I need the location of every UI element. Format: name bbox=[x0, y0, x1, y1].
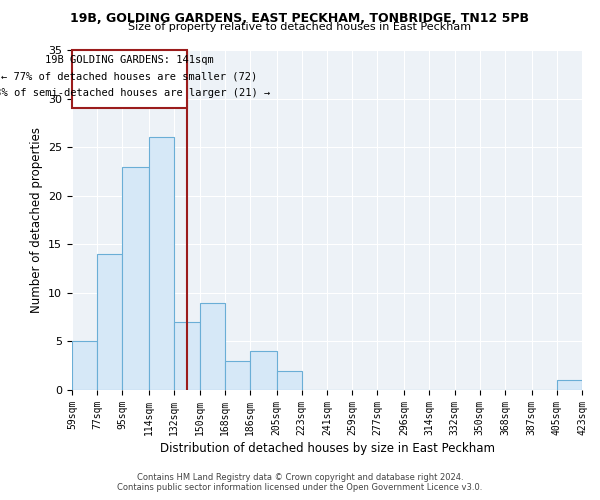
Bar bbox=[250, 351, 277, 390]
Bar bbox=[72, 342, 97, 390]
Bar bbox=[97, 254, 122, 390]
Text: Contains HM Land Registry data © Crown copyright and database right 2024.
Contai: Contains HM Land Registry data © Crown c… bbox=[118, 473, 482, 492]
Bar bbox=[199, 302, 225, 390]
Text: 23% of semi-detached houses are larger (21) →: 23% of semi-detached houses are larger (… bbox=[0, 88, 270, 98]
Bar bbox=[149, 138, 174, 390]
Bar bbox=[225, 361, 250, 390]
Text: Size of property relative to detached houses in East Peckham: Size of property relative to detached ho… bbox=[128, 22, 472, 32]
Bar bbox=[557, 380, 582, 390]
Bar bbox=[277, 370, 302, 390]
Bar bbox=[174, 322, 200, 390]
X-axis label: Distribution of detached houses by size in East Peckham: Distribution of detached houses by size … bbox=[160, 442, 494, 455]
Text: 19B GOLDING GARDENS: 141sqm: 19B GOLDING GARDENS: 141sqm bbox=[45, 55, 214, 65]
Bar bbox=[122, 166, 149, 390]
Text: ← 77% of detached houses are smaller (72): ← 77% of detached houses are smaller (72… bbox=[1, 72, 257, 82]
Text: 19B, GOLDING GARDENS, EAST PECKHAM, TONBRIDGE, TN12 5PB: 19B, GOLDING GARDENS, EAST PECKHAM, TONB… bbox=[71, 12, 530, 26]
Y-axis label: Number of detached properties: Number of detached properties bbox=[29, 127, 43, 313]
FancyBboxPatch shape bbox=[72, 50, 187, 108]
